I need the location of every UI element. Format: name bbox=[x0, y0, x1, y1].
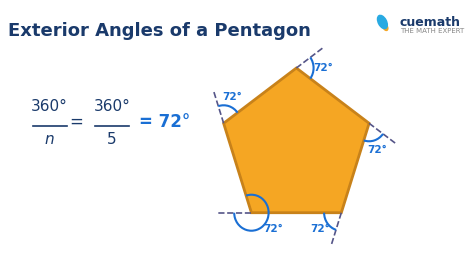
Text: 360°: 360° bbox=[31, 99, 68, 114]
Ellipse shape bbox=[377, 15, 388, 29]
Text: 5: 5 bbox=[107, 132, 117, 147]
Text: 72°: 72° bbox=[263, 224, 283, 234]
Text: 72°: 72° bbox=[367, 145, 387, 155]
Ellipse shape bbox=[382, 23, 389, 31]
Text: n: n bbox=[45, 132, 55, 147]
Text: 72°: 72° bbox=[313, 63, 333, 73]
Text: Exterior Angles of a Pentagon: Exterior Angles of a Pentagon bbox=[8, 22, 310, 40]
Text: 72°: 72° bbox=[310, 224, 329, 234]
Text: = 72°: = 72° bbox=[138, 113, 190, 131]
Text: =: = bbox=[70, 113, 83, 131]
Text: 360°: 360° bbox=[93, 99, 130, 114]
Text: THE MATH EXPERT: THE MATH EXPERT bbox=[400, 28, 464, 34]
Text: 72°: 72° bbox=[222, 92, 242, 102]
Text: cuemath: cuemath bbox=[400, 16, 461, 29]
Polygon shape bbox=[224, 68, 369, 213]
